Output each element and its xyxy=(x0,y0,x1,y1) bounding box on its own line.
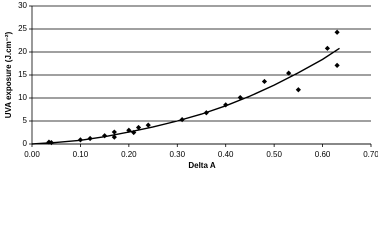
x-tick-label: 0.20 xyxy=(121,150,137,159)
x-tick-label: 0.40 xyxy=(218,150,234,159)
data-point xyxy=(334,29,340,35)
x-tick-label: 0.30 xyxy=(169,150,185,159)
x-tick-label: 0.70 xyxy=(363,150,378,159)
y-tick-label: 25 xyxy=(18,24,27,33)
x-tick-label: 0.60 xyxy=(315,150,331,159)
y-tick-label: 15 xyxy=(18,70,27,79)
trend-line xyxy=(31,47,340,145)
data-point xyxy=(145,122,151,128)
data-point xyxy=(334,62,340,68)
y-axis-title: UVA exposure (J.cm⁻²) xyxy=(4,31,13,118)
x-axis-title: Delta A xyxy=(188,161,215,170)
data-point xyxy=(286,70,292,76)
y-tick-label: 30 xyxy=(18,1,27,10)
data-point xyxy=(261,78,268,85)
data-point xyxy=(111,129,117,135)
x-tick-label: 0.10 xyxy=(73,150,89,159)
y-tick-label: 20 xyxy=(18,47,27,56)
y-tick-label: 5 xyxy=(23,116,28,125)
data-point xyxy=(324,45,331,51)
y-tick-label: 0 xyxy=(23,139,28,148)
data-point xyxy=(111,134,117,140)
x-tick-label: 0.00 xyxy=(24,150,40,159)
data-point xyxy=(295,87,301,93)
x-tick-label: 0.50 xyxy=(266,150,282,159)
data-point xyxy=(135,124,142,131)
y-tick-label: 10 xyxy=(18,93,27,102)
page: Delta A UVA exposure (J.cm⁻²) 0 5 10 15 20 25… xyxy=(4,1,378,171)
chart: Delta A UVA exposure (J.cm⁻²) 0 5 10 15 20 25… xyxy=(4,1,378,170)
